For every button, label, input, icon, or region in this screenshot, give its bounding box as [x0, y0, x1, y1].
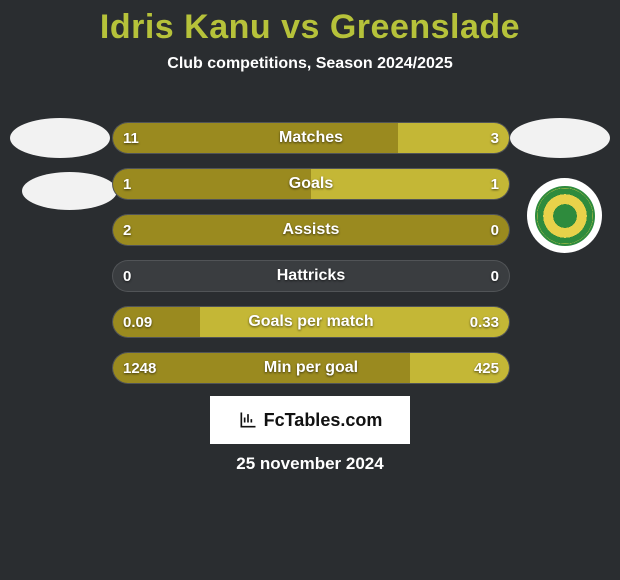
stat-row-assists: 2 Assists 0 [112, 214, 510, 246]
stat-label: Assists [113, 215, 509, 245]
chart-icon [238, 410, 258, 430]
stat-row-hattricks: 0 Hattricks 0 [112, 260, 510, 292]
stat-row-goals: 1 Goals 1 [112, 168, 510, 200]
stat-label: Goals per match [113, 307, 509, 337]
comparison-card: Idris Kanu vs Greenslade Club competitio… [0, 0, 620, 580]
stat-rows: 11 Matches 3 1 Goals 1 2 Assists 0 0 Hat… [112, 122, 510, 398]
player2-club-crest [527, 178, 602, 253]
crest-icon [535, 186, 595, 246]
stat-row-matches: 11 Matches 3 [112, 122, 510, 154]
stat-label: Goals [113, 169, 509, 199]
date-label: 25 november 2024 [0, 454, 620, 474]
title-text: Idris Kanu vs Greenslade [100, 8, 520, 46]
value-right: 0 [481, 261, 509, 291]
value-right: 425 [464, 353, 509, 383]
fctables-link[interactable]: FcTables.com [210, 396, 410, 444]
stat-row-gpm: 0.09 Goals per match 0.33 [112, 306, 510, 338]
fctables-label: FcTables.com [264, 410, 383, 431]
stat-label: Matches [113, 123, 509, 153]
subtitle: Club competitions, Season 2024/2025 [0, 55, 620, 73]
player1-club-logo-1 [10, 118, 110, 158]
page-title: Idris Kanu vs Greenslade [0, 0, 620, 47]
subtitle-text: Club competitions, Season 2024/2025 [167, 55, 452, 72]
player2-club-logo-1 [510, 118, 610, 158]
stat-row-mpg: 1248 Min per goal 425 [112, 352, 510, 384]
value-right: 0 [481, 215, 509, 245]
date-text: 25 november 2024 [236, 454, 383, 473]
value-right: 0.33 [460, 307, 509, 337]
stat-label: Hattricks [113, 261, 509, 291]
player1-club-logo-2 [22, 172, 117, 210]
value-right: 3 [481, 123, 509, 153]
value-right: 1 [481, 169, 509, 199]
stat-label: Min per goal [113, 353, 509, 383]
